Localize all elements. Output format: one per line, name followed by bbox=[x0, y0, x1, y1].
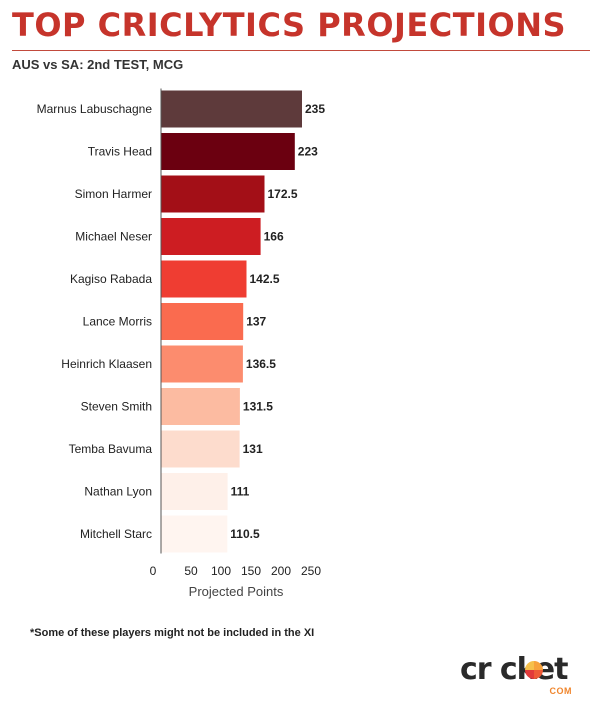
bar-value-label: 137 bbox=[246, 315, 266, 329]
x-tick-label: 150 bbox=[241, 564, 261, 578]
bars-group bbox=[161, 90, 302, 553]
bar-value-label: 136.5 bbox=[246, 357, 276, 371]
x-tick-labels-group: 0 50 100 150 200 250 bbox=[150, 564, 322, 578]
category-label: Travis Head bbox=[88, 145, 152, 159]
bar-value-label: 223 bbox=[298, 145, 318, 159]
footnote: *Some of these players might not be incl… bbox=[30, 627, 315, 639]
bar bbox=[161, 260, 247, 298]
bar bbox=[161, 430, 240, 468]
x-tick-label: 250 bbox=[301, 564, 321, 578]
logo-domain-tag: COM bbox=[549, 686, 572, 696]
bar-value-label: 110.5 bbox=[230, 527, 260, 541]
category-label: Nathan Lyon bbox=[84, 485, 152, 499]
category-label: Simon Harmer bbox=[75, 187, 152, 201]
category-label: Mitchell Starc bbox=[80, 527, 152, 541]
bar-value-label: 172.5 bbox=[268, 187, 298, 201]
bar bbox=[161, 473, 228, 510]
bar-value-label: 131 bbox=[243, 442, 263, 456]
logo-ball-icon bbox=[525, 661, 543, 679]
bar-value-label: 131.5 bbox=[243, 400, 273, 414]
category-label: Marnus Labuschagne bbox=[37, 102, 153, 116]
x-axis-title: Projected Points bbox=[189, 584, 284, 599]
bar bbox=[161, 175, 265, 213]
bar bbox=[161, 90, 302, 128]
bar bbox=[161, 218, 261, 255]
category-label: Lance Morris bbox=[83, 315, 152, 329]
bar bbox=[161, 303, 244, 340]
bar bbox=[161, 133, 295, 170]
category-label: Kagiso Rabada bbox=[70, 272, 152, 286]
bar bbox=[161, 515, 228, 553]
cricket-com-logo: cricket COM bbox=[460, 652, 580, 698]
category-label: Temba Bavuma bbox=[69, 442, 153, 456]
x-tick-label: 200 bbox=[271, 564, 291, 578]
match-subtitle: AUS vs SA: 2nd TEST, MCG bbox=[12, 57, 184, 72]
bar bbox=[161, 345, 243, 383]
category-labels-group: Marnus Labuschagne Travis Head Simon Harme… bbox=[37, 102, 153, 541]
page-title: TOP CRICLYTICS PROJECTIONS bbox=[12, 6, 567, 44]
x-tick-label: 0 bbox=[150, 564, 157, 578]
category-label: Steven Smith bbox=[81, 400, 152, 414]
bar-value-label: 142.5 bbox=[250, 272, 280, 286]
category-label: Michael Neser bbox=[75, 230, 152, 244]
title-divider bbox=[12, 50, 590, 51]
bar-value-label: 235 bbox=[305, 102, 325, 116]
value-labels-group: 235 223 172.5 166 142.5 137 136.5 131.5 131 111 11… bbox=[230, 102, 325, 541]
bar bbox=[161, 388, 240, 425]
logo-wordmark: cricket bbox=[460, 652, 568, 687]
x-tick-label: 100 bbox=[211, 564, 231, 578]
category-label: Heinrich Klaasen bbox=[61, 357, 152, 371]
x-tick-label: 50 bbox=[184, 564, 198, 578]
bar-value-label: 166 bbox=[264, 230, 284, 244]
projections-bar-chart: 235 223 172.5 166 142.5 137 136.5 131.5 131 111 11… bbox=[37, 88, 325, 599]
bar-value-label: 111 bbox=[231, 485, 250, 499]
